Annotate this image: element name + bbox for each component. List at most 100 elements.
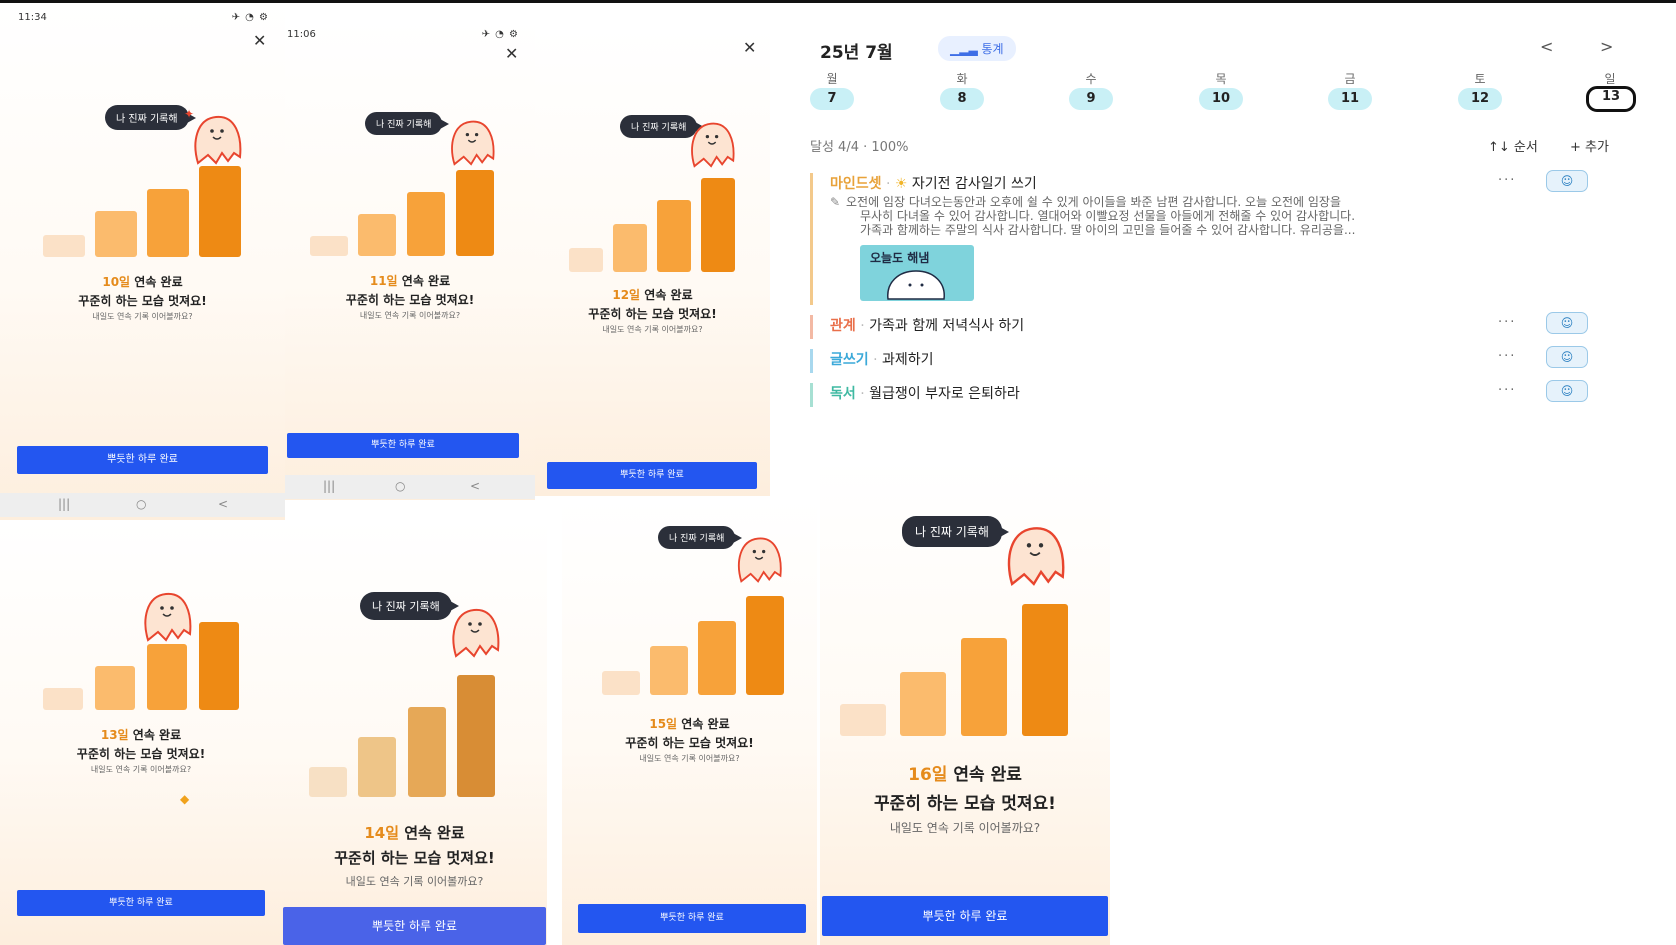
day-8[interactable]: 8: [940, 88, 984, 110]
more-options-icon[interactable]: ···: [1498, 315, 1517, 330]
goal-title-text: 자기전 감사일기 쓰기: [911, 176, 1037, 192]
journal-entry: ✎ 오전에 임장 다녀오는동안과 오후에 쉴 수 있게 아이들을 봐준 남편 감…: [830, 195, 1630, 237]
home-icon[interactable]: ○: [395, 479, 406, 493]
category-bar: [810, 383, 813, 407]
goal-category: 마인드셋: [830, 176, 882, 192]
goal-item-relationship[interactable]: 관계 · 가족과 함께 저녁식사 하기 ··· ☺: [810, 312, 1630, 339]
smile-face-icon[interactable]: ☺: [1546, 346, 1588, 368]
complete-day-button[interactable]: 뿌듯한 하루 완료: [17, 446, 268, 474]
streak-message: 14일 연속 완료 꾸준히 하는 모습 멋져요! 내일도 연속 기록 이어볼까요…: [282, 822, 547, 889]
smile-face-icon[interactable]: ☺: [1546, 312, 1588, 334]
streak-bar-1: [310, 236, 348, 256]
journal-line: 무사히 다녀올 수 있어 감사합니다. 열대어와 이빨요정 선물을 아들에게 전…: [860, 209, 1356, 223]
home-icon[interactable]: ○: [136, 497, 147, 511]
bar-chart-icon: ▁▂▃: [950, 42, 982, 56]
streak-panel-16: 나 진짜 기록해 16일 연속 완료 꾸준히 하는 모습 멋져요! 내일도 연속…: [820, 460, 1110, 945]
ghost-mascot-icon: [188, 113, 246, 169]
praise-text: 꾸준히 하는 모습 멋져요!: [334, 849, 495, 867]
day-10[interactable]: 10: [1199, 88, 1243, 110]
more-options-icon[interactable]: ···: [1498, 349, 1517, 364]
sticker-image: 오늘도 해냄: [860, 245, 974, 301]
praise-text: 꾸준히 하는 모습 멋져요!: [874, 794, 1056, 814]
complete-day-button[interactable]: 뿌듯한 하루 완료: [287, 433, 519, 458]
journal-line: 가족과 함께하는 주말의 식사 감사합니다. 딸 아이의 고민을 들어줄 수 있…: [860, 223, 1356, 237]
ghost-mascot-icon: [1000, 522, 1070, 592]
recent-apps-icon[interactable]: |||: [323, 479, 336, 493]
goal-category: 글쓰기: [830, 352, 869, 368]
streak-bar-3: [961, 638, 1007, 736]
complete-day-button[interactable]: 뿌듯한 하루 완료: [822, 896, 1108, 936]
streak-bar-4: [457, 675, 495, 797]
prompt-text: 내일도 연속 기록 이어볼까요?: [639, 754, 740, 763]
close-icon[interactable]: ✕: [505, 44, 519, 63]
streak-bar-3: [698, 621, 736, 695]
streak-bar-3: [147, 189, 189, 257]
praise-text: 꾸준히 하는 모습 멋져요!: [76, 747, 206, 761]
more-options-icon[interactable]: ···: [1498, 173, 1517, 188]
close-icon[interactable]: ✕: [253, 31, 267, 50]
streak-bar-3: [657, 200, 691, 272]
goal-title: 관계 · 가족과 함께 저녁식사 하기: [830, 318, 1025, 334]
ghost-mascot-icon: [445, 118, 499, 170]
top-border: [0, 0, 1676, 3]
achievement-summary: 달성 4/4 · 100%: [810, 140, 909, 155]
status-bar: 11:06 ✈ ◔ ⚙: [285, 20, 535, 46]
complete-day-button[interactable]: 뿌듯한 하루 완료: [578, 904, 806, 933]
sort-order-button[interactable]: ↑↓ 순서: [1488, 140, 1538, 155]
recent-apps-icon[interactable]: |||: [58, 497, 71, 511]
streak-bar-4: [1022, 604, 1068, 736]
streak-panel-13: 13일 연속 완료 꾸준히 하는 모습 멋져요! 내일도 연속 기록 이어볼까요…: [0, 520, 282, 945]
status-icons: ✈ ◔ ⚙: [481, 29, 519, 40]
day-9[interactable]: 9: [1069, 88, 1113, 110]
add-goal-button[interactable]: + 추가: [1570, 140, 1609, 155]
streak-bar-1: [309, 767, 347, 797]
smile-face-icon[interactable]: ☺: [1546, 170, 1588, 192]
goal-title-text: 가족과 함께 저녁식사 하기: [869, 318, 1025, 334]
speech-bubble: 나 진짜 기록해: [902, 516, 1009, 547]
daily-goals-view: 25년 7월 ▁▂▃ 통계 < > 월 화 수 목 금 토 일 7 8 9 10…: [800, 28, 1640, 428]
goal-item-reading[interactable]: 독서 · 월급쟁이 부자로 은퇴하라 ··· ☺: [810, 380, 1630, 407]
goal-item-writing[interactable]: 글쓰기 · 과제하기 ··· ☺: [810, 346, 1630, 373]
streak-bar-4: [199, 166, 241, 257]
sticker-text: 오늘도 해냄: [870, 251, 930, 265]
back-icon[interactable]: <: [470, 479, 481, 493]
streak-bar-2: [95, 666, 135, 710]
day-13-selected[interactable]: 13: [1586, 86, 1636, 112]
complete-day-button[interactable]: 뿌듯한 하루 완료: [283, 907, 546, 945]
streak-bar-1: [602, 671, 640, 695]
prompt-text: 내일도 연속 기록 이어볼까요?: [889, 821, 1041, 835]
stats-button[interactable]: ▁▂▃ 통계: [938, 36, 1016, 61]
streak-bar-4: [199, 622, 239, 710]
smile-face-icon[interactable]: ☺: [1546, 380, 1588, 402]
praise-text: 꾸준히 하는 모습 멋져요!: [625, 736, 754, 750]
speech-bubble: 나 진짜 기록해: [360, 592, 459, 620]
streak-bar-3: [147, 644, 187, 710]
complete-day-button[interactable]: 뿌듯한 하루 완료: [547, 462, 757, 489]
streak-bar-2: [95, 211, 137, 257]
streak-panel-15: 나 진짜 기록해 15일 연속 완료 꾸준히 하는 모습 멋져요! 내일도 연속…: [562, 500, 817, 945]
streak-bar-1: [569, 248, 603, 272]
day-7[interactable]: 7: [810, 88, 854, 110]
more-options-icon[interactable]: ···: [1498, 383, 1517, 398]
stats-label: 통계: [981, 42, 1004, 56]
goal-item-mindset[interactable]: 마인드셋 · ☀ 자기전 감사일기 쓰기 ··· ☺ ✎ 오전에 임장 다녀오는…: [810, 170, 1630, 305]
close-icon[interactable]: ✕: [743, 38, 757, 57]
complete-day-button[interactable]: 뿌듯한 하루 완료: [17, 890, 265, 916]
streak-panel-11: 11:06 ✈ ◔ ⚙ ✕ 나 진짜 기록해 11일 연속 완료 꾸준히 하는 …: [285, 20, 535, 500]
prompt-text: 내일도 연속 기록 이어볼까요?: [92, 312, 193, 321]
prompt-text: 내일도 연속 기록 이어볼까요?: [345, 875, 484, 888]
status-time: 11:06: [287, 29, 316, 40]
day-11[interactable]: 11: [1328, 88, 1372, 110]
streak-bar-2: [613, 224, 647, 272]
status-time: 11:34: [18, 12, 47, 23]
streak-label: 연속 완료: [128, 728, 182, 742]
goal-title: 마인드셋 · ☀ 자기전 감사일기 쓰기: [830, 176, 1037, 192]
back-icon[interactable]: <: [218, 497, 229, 511]
weekday-mon: 월: [826, 72, 838, 86]
day-12[interactable]: 12: [1458, 88, 1502, 110]
next-week-icon[interactable]: >: [1600, 37, 1614, 56]
prev-week-icon[interactable]: <: [1540, 37, 1554, 56]
streak-message: 12일 연속 완료 꾸준히 하는 모습 멋져요! 내일도 연속 기록 이어볼까요…: [535, 286, 770, 335]
speech-bubble: 나 진짜 기록해: [658, 526, 743, 549]
weekday-thu: 목: [1215, 72, 1227, 86]
